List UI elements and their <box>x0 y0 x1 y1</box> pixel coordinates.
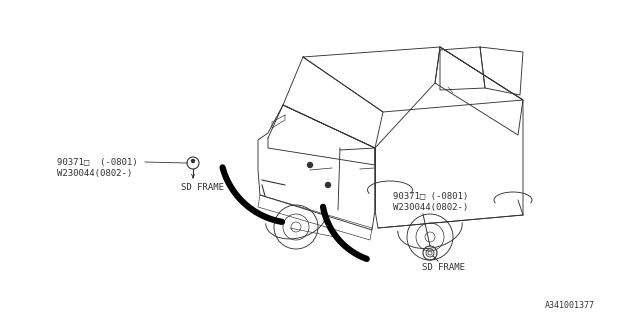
Text: SD FRAME: SD FRAME <box>181 183 224 192</box>
Circle shape <box>307 163 312 167</box>
Text: SD FRAME: SD FRAME <box>422 263 465 272</box>
Text: A341001377: A341001377 <box>545 301 595 310</box>
Text: 90371□ (-0801): 90371□ (-0801) <box>393 192 468 201</box>
Text: 90371□  (-0801): 90371□ (-0801) <box>57 158 138 167</box>
Circle shape <box>191 159 195 163</box>
Text: W230044(0802-): W230044(0802-) <box>57 169 132 178</box>
Circle shape <box>326 182 330 188</box>
Text: W230044(0802-): W230044(0802-) <box>393 203 468 212</box>
